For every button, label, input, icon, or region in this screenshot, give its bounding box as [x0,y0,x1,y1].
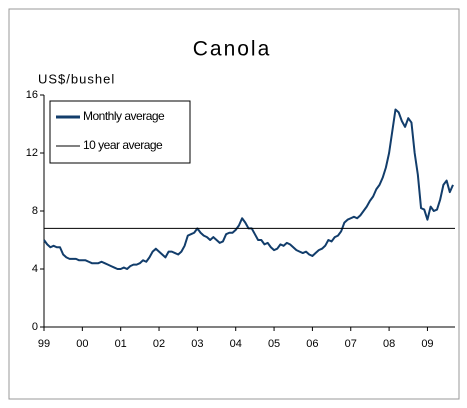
x-tick-label: 02 [153,338,165,350]
x-tick-label: 03 [191,338,203,350]
chart-title: Canola [193,38,272,61]
x-tick-label: 99 [38,338,50,350]
x-tick-label: 06 [306,338,318,350]
x-tick-label: 01 [115,338,127,350]
x-tick-label: 00 [76,338,88,350]
legend-label: 10 year average [83,138,163,152]
y-tick-label: 12 [26,147,38,159]
x-tick-label: 05 [268,338,280,350]
x-tick-label: 07 [345,338,357,350]
chart-border [8,8,460,400]
x-tick-label: 09 [421,338,433,350]
y-tick-label: 16 [26,89,38,101]
x-tick-label: 08 [383,338,395,350]
legend-label: Monthly average [83,109,165,123]
x-tick-label: 04 [230,338,242,350]
legend-box [49,100,191,164]
y-axis-label: US$/bushel [38,71,115,86]
y-tick-label: 8 [32,205,38,217]
y-tick-label: 4 [32,263,38,275]
y-tick-label: 0 [32,321,38,333]
